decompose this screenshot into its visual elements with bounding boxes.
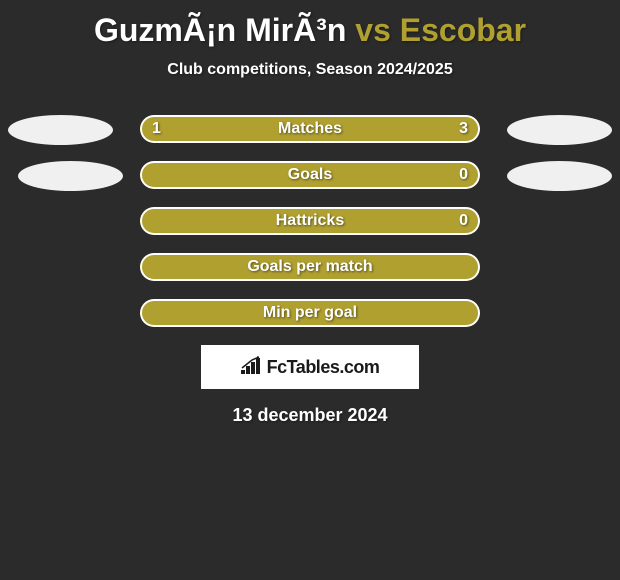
stat-label: Min per goal (140, 299, 480, 327)
logo: FcTables.com (241, 356, 380, 379)
comparison-title: GuzmÃ¡n MirÃ³n vs Escobar (0, 0, 620, 49)
stat-value-right: 3 (459, 115, 468, 143)
stat-label: Matches (140, 115, 480, 143)
season-subtitle: Club competitions, Season 2024/2025 (0, 61, 620, 79)
stat-label: Hattricks (140, 207, 480, 235)
stat-row: Goals per match (0, 245, 620, 291)
player2-name: Escobar (400, 12, 526, 48)
stat-bar: Goals per match (140, 253, 480, 281)
stat-bar: Goals0 (140, 161, 480, 189)
stat-rows: Matches13Goals0Hattricks0Goals per match… (0, 107, 620, 337)
stat-row: Matches1 3 (0, 107, 620, 153)
player1-name: GuzmÃ¡n MirÃ³n (94, 12, 346, 48)
stat-label: Goals (140, 161, 480, 189)
player2-badge (507, 161, 612, 191)
stat-row: Hattricks0 (0, 199, 620, 245)
stat-row: Goals0 (0, 153, 620, 199)
stat-label: Goals per match (140, 253, 480, 281)
date-line: 13 december 2024 (0, 405, 620, 426)
player1-badge (8, 115, 113, 145)
stat-bar: Matches1 3 (140, 115, 480, 143)
logo-text: FcTables.com (267, 357, 380, 378)
stat-value-left: 1 (152, 115, 161, 143)
stat-bar: Hattricks0 (140, 207, 480, 235)
player2-badge (507, 115, 612, 145)
stat-bar: Min per goal (140, 299, 480, 327)
logo-box: FcTables.com (201, 345, 419, 389)
stat-value-right: 0 (459, 161, 468, 189)
player1-badge (18, 161, 123, 191)
stat-row: Min per goal (0, 291, 620, 337)
chart-icon (241, 356, 263, 379)
stat-value-right: 0 (459, 207, 468, 235)
vs-text: vs (355, 12, 391, 48)
